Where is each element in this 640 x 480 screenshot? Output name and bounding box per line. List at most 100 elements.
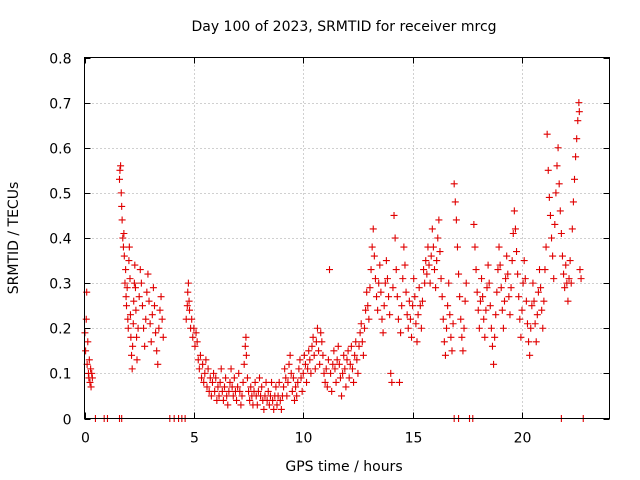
data-point bbox=[366, 284, 374, 292]
data-point bbox=[574, 117, 582, 125]
data-point bbox=[323, 383, 331, 391]
data-point bbox=[561, 284, 569, 292]
data-point bbox=[210, 369, 218, 377]
data-point bbox=[502, 275, 510, 283]
data-point bbox=[211, 387, 219, 395]
data-point bbox=[428, 225, 436, 233]
data-point bbox=[433, 257, 441, 265]
data-point bbox=[389, 284, 397, 292]
data-point bbox=[135, 293, 143, 301]
data-point bbox=[510, 207, 518, 215]
data-point bbox=[385, 293, 393, 301]
data-point bbox=[281, 365, 289, 373]
data-point bbox=[482, 306, 490, 314]
data-point bbox=[528, 302, 536, 310]
data-point bbox=[316, 360, 324, 368]
data-point bbox=[313, 324, 321, 332]
data-point bbox=[234, 383, 242, 391]
data-point bbox=[346, 360, 354, 368]
data-point bbox=[238, 392, 246, 400]
data-point bbox=[269, 396, 277, 404]
data-point bbox=[358, 338, 366, 346]
data-point bbox=[386, 311, 394, 319]
data-point bbox=[576, 266, 584, 274]
data-point bbox=[116, 166, 124, 174]
data-point bbox=[198, 374, 206, 382]
data-point bbox=[118, 216, 126, 224]
data-point bbox=[429, 243, 437, 251]
data-point bbox=[116, 175, 123, 183]
data-point bbox=[352, 338, 360, 346]
data-point bbox=[370, 252, 378, 260]
data-point bbox=[418, 297, 426, 305]
data-point bbox=[130, 279, 138, 287]
data-point bbox=[85, 356, 93, 364]
data-point bbox=[517, 333, 525, 341]
data-point bbox=[556, 207, 564, 215]
data-point bbox=[356, 329, 364, 337]
data-point bbox=[408, 333, 416, 341]
data-point bbox=[449, 320, 457, 328]
data-point bbox=[88, 369, 96, 377]
data-point bbox=[237, 401, 245, 409]
data-point bbox=[383, 275, 391, 283]
data-point bbox=[553, 162, 561, 170]
data-point bbox=[191, 342, 199, 350]
data-point bbox=[414, 311, 422, 319]
data-point bbox=[265, 401, 273, 409]
data-point bbox=[129, 342, 137, 350]
data-point bbox=[289, 374, 297, 382]
data-point bbox=[546, 211, 554, 219]
data-point bbox=[484, 261, 492, 269]
data-point bbox=[394, 315, 402, 323]
data-point bbox=[508, 257, 516, 265]
data-point bbox=[461, 297, 469, 305]
data-point bbox=[292, 383, 300, 391]
data-point bbox=[494, 266, 502, 274]
data-point bbox=[124, 324, 132, 332]
data-point bbox=[568, 225, 576, 233]
data-point bbox=[564, 297, 572, 305]
data-point bbox=[533, 311, 541, 319]
data-point bbox=[573, 135, 581, 143]
data-point bbox=[537, 284, 545, 292]
data-point bbox=[151, 302, 158, 310]
data-point bbox=[420, 266, 428, 274]
data-point bbox=[399, 275, 407, 283]
y-tick-label: 0 bbox=[63, 413, 72, 429]
data-point bbox=[223, 392, 231, 400]
data-point bbox=[309, 333, 317, 341]
data-point bbox=[268, 378, 276, 386]
data-point bbox=[125, 257, 133, 265]
data-point bbox=[438, 293, 446, 301]
data-point bbox=[121, 279, 129, 287]
data-point bbox=[146, 320, 154, 328]
data-point bbox=[497, 284, 505, 292]
data-point bbox=[538, 306, 546, 314]
data-point bbox=[270, 405, 278, 413]
data-point bbox=[243, 374, 251, 382]
data-point bbox=[409, 302, 417, 310]
data-point bbox=[120, 229, 128, 237]
data-point bbox=[199, 360, 207, 368]
data-point bbox=[251, 378, 259, 386]
data-point bbox=[532, 338, 540, 346]
data-point bbox=[254, 387, 262, 395]
data-point bbox=[527, 324, 535, 332]
data-point bbox=[398, 302, 406, 310]
data-point bbox=[149, 284, 157, 292]
data-point bbox=[368, 243, 376, 251]
data-point bbox=[397, 329, 405, 337]
data-point bbox=[276, 396, 284, 404]
data-point bbox=[308, 342, 316, 350]
data-point bbox=[293, 392, 301, 400]
data-point bbox=[273, 401, 281, 409]
y-tick-label: 0.8 bbox=[49, 52, 71, 68]
data-point bbox=[396, 378, 403, 386]
data-point bbox=[330, 347, 338, 355]
data-point bbox=[539, 324, 547, 332]
data-point bbox=[405, 297, 413, 305]
data-point bbox=[504, 270, 512, 278]
x-tick-label: 5 bbox=[190, 431, 199, 447]
data-point bbox=[391, 234, 399, 242]
